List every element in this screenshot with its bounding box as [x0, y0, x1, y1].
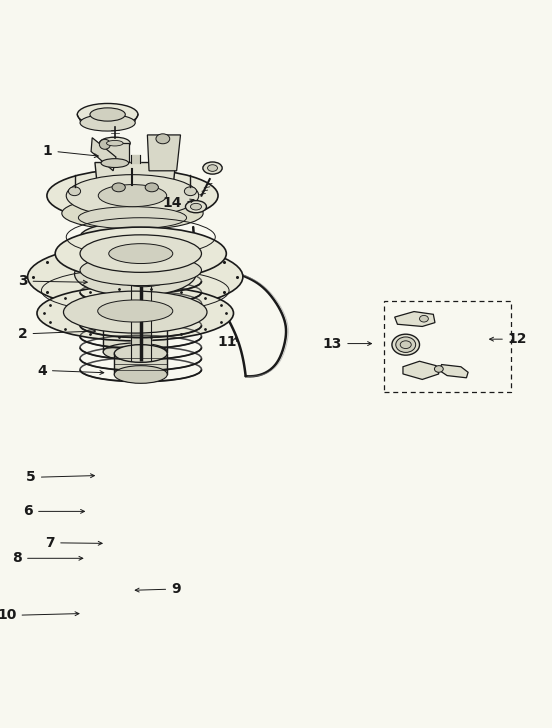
- Ellipse shape: [98, 185, 167, 207]
- Text: 1: 1: [43, 144, 52, 159]
- Ellipse shape: [28, 244, 243, 310]
- Text: 10: 10: [0, 608, 17, 622]
- Ellipse shape: [101, 159, 129, 167]
- Text: 8: 8: [12, 551, 22, 566]
- Ellipse shape: [55, 227, 226, 280]
- Ellipse shape: [63, 291, 207, 333]
- Ellipse shape: [62, 197, 203, 230]
- Ellipse shape: [112, 183, 125, 191]
- Bar: [384, 301, 511, 392]
- Ellipse shape: [80, 223, 168, 251]
- Ellipse shape: [98, 300, 173, 322]
- Ellipse shape: [184, 187, 197, 196]
- Ellipse shape: [99, 137, 130, 149]
- Ellipse shape: [78, 207, 187, 229]
- Text: 6: 6: [24, 505, 33, 518]
- Polygon shape: [439, 365, 468, 378]
- Text: 2: 2: [18, 327, 28, 341]
- Ellipse shape: [77, 103, 138, 125]
- Ellipse shape: [203, 162, 222, 174]
- Text: 7: 7: [46, 536, 55, 550]
- Polygon shape: [95, 162, 176, 207]
- Ellipse shape: [107, 141, 123, 146]
- Ellipse shape: [90, 108, 125, 121]
- Ellipse shape: [114, 344, 167, 363]
- Ellipse shape: [80, 235, 201, 272]
- Bar: [101, 143, 129, 163]
- Ellipse shape: [392, 334, 420, 355]
- Ellipse shape: [156, 134, 170, 143]
- Ellipse shape: [190, 203, 201, 210]
- Ellipse shape: [80, 114, 135, 131]
- Text: 11: 11: [218, 335, 237, 349]
- Ellipse shape: [400, 341, 411, 349]
- Text: 13: 13: [323, 336, 342, 351]
- Ellipse shape: [434, 365, 443, 372]
- Text: 4: 4: [37, 363, 47, 378]
- Ellipse shape: [103, 343, 167, 360]
- Ellipse shape: [105, 232, 144, 242]
- Ellipse shape: [145, 183, 158, 191]
- Ellipse shape: [110, 256, 177, 287]
- Ellipse shape: [37, 285, 233, 341]
- Ellipse shape: [99, 139, 110, 149]
- Polygon shape: [403, 361, 439, 379]
- Text: 12: 12: [508, 332, 527, 346]
- Polygon shape: [147, 135, 181, 171]
- Ellipse shape: [109, 244, 173, 264]
- Ellipse shape: [185, 201, 206, 213]
- Text: 5: 5: [26, 470, 36, 484]
- Text: 3: 3: [18, 274, 28, 288]
- Polygon shape: [91, 138, 116, 171]
- Polygon shape: [395, 312, 435, 326]
- Ellipse shape: [80, 255, 201, 285]
- Ellipse shape: [208, 165, 217, 171]
- Ellipse shape: [68, 187, 81, 196]
- Ellipse shape: [47, 169, 218, 222]
- Text: 9: 9: [171, 582, 181, 596]
- Ellipse shape: [114, 365, 167, 384]
- Ellipse shape: [66, 175, 199, 217]
- Text: 14: 14: [163, 196, 182, 210]
- Ellipse shape: [396, 337, 416, 352]
- Ellipse shape: [420, 315, 428, 322]
- Ellipse shape: [75, 252, 196, 296]
